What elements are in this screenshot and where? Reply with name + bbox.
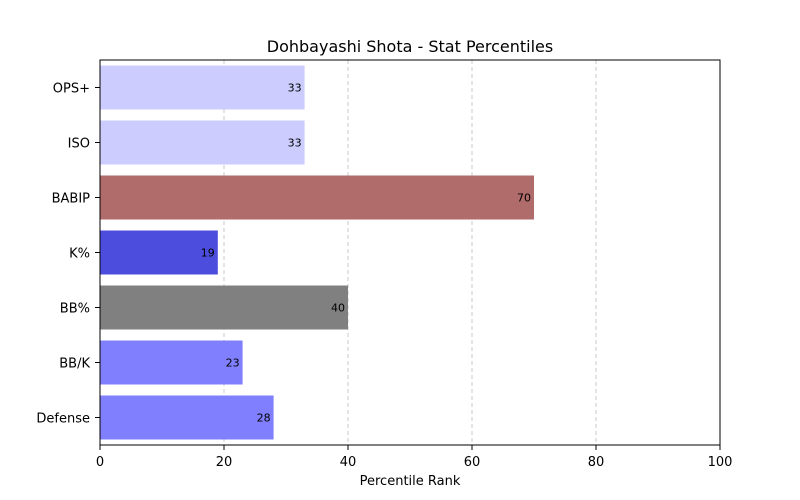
plot-frame [99,59,721,446]
x-tick-label: 40 [340,455,357,470]
y-tick-label: OPS+ [53,82,90,97]
bar [100,65,305,110]
bar-value-label: 19 [201,247,215,260]
bar-value-label: 33 [288,137,302,150]
x-ticks: 0 20 40 60 80 100 [96,445,733,470]
bar [100,120,305,165]
x-axis-label: Percentile Rank [360,474,461,489]
x-tick-label: 60 [464,455,481,470]
bar [100,340,243,385]
bar [100,230,218,275]
bar-value-label: 23 [226,357,240,370]
bar-value-label: 33 [288,82,302,95]
y-tick-label: BB% [60,302,90,317]
x-tick-label: 100 [708,455,733,470]
x-tick-label: 20 [216,455,233,470]
y-tick-label: BABIP [52,192,91,207]
y-tick-label: K% [69,247,90,262]
bars: 33 33 70 19 40 23 28 [100,65,534,440]
bar [100,395,274,440]
x-tick-label: 80 [588,455,605,470]
bar [100,175,534,220]
x-tick-label: 0 [96,455,104,470]
bar [100,285,348,330]
bar-value-label: 28 [257,412,271,425]
bar-value-label: 40 [331,302,345,315]
chart-title: Dohbayashi Shota - Stat Percentiles [267,37,553,56]
y-tick-labels: OPS+ ISO BABIP K% BB% BB/K Defense [36,82,100,427]
y-tick-label: ISO [68,137,90,152]
y-tick-label: Defense [36,412,90,427]
y-tick-label: BB/K [59,357,90,372]
grid-lines [223,60,597,445]
bar-value-label: 70 [517,192,531,205]
